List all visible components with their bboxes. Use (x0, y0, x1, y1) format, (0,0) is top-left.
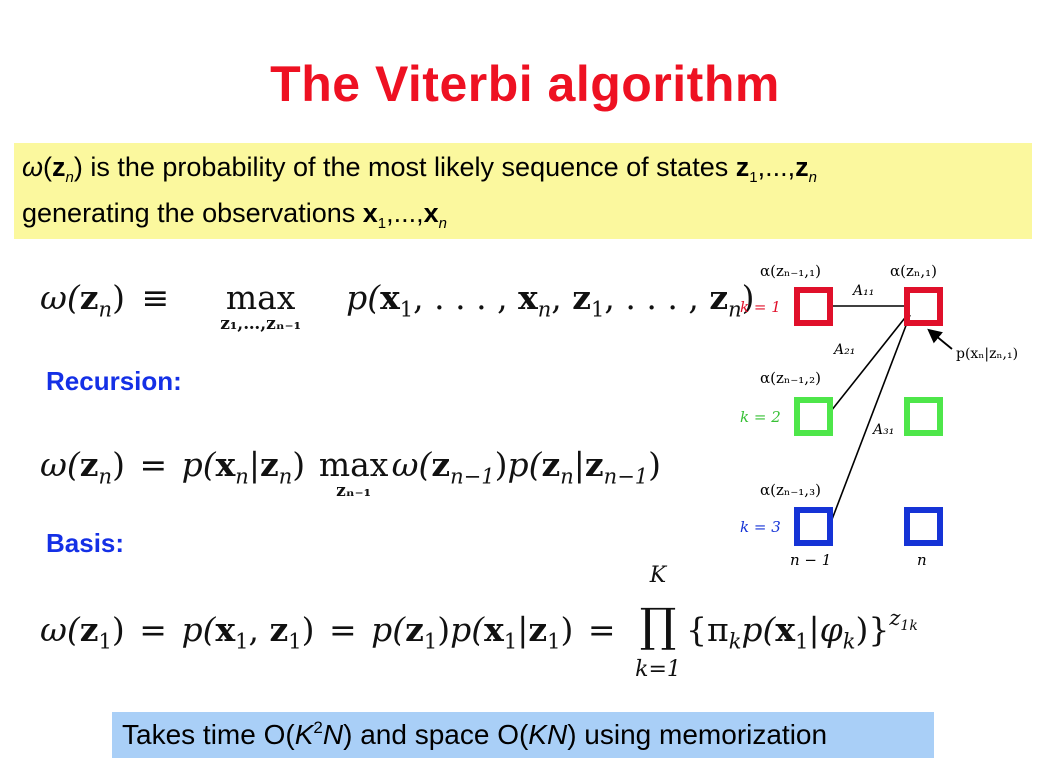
definition-box (14, 143, 1032, 239)
k3-label: k = 3 (740, 518, 781, 536)
definition-line-2: generating the observations x1,...,xn (22, 198, 447, 232)
column-n-minus-1-label: n − 1 (790, 551, 831, 569)
slide-title: The Viterbi algorithm (270, 56, 780, 112)
column-n-label: n (917, 551, 927, 569)
transition-a21-line (830, 313, 909, 412)
a31-label: A₃₁ (871, 422, 894, 438)
alpha-n-1-label: α(zₙ,₁) (890, 262, 937, 280)
a11-label: A₁₁ (851, 283, 874, 299)
node-n-k1 (904, 287, 943, 326)
node-n-k3 (904, 507, 943, 546)
alpha-n1-2-label: α(zₙ₋₁,₂) (760, 369, 821, 387)
k2-label: k = 2 (740, 408, 781, 426)
emission-arrow (927, 328, 953, 350)
k1-label: k = 1 (740, 298, 781, 316)
recursion-equation: ω(zn) = p(xn|zn) max zₙ₋₁ ω(zn−1)p(zn|zn… (40, 445, 662, 501)
a21-label: A₂₁ (832, 342, 855, 358)
definition-line-1: ω(zn) is the probability of the most lik… (22, 152, 817, 186)
complexity-note: Takes time O(K2N) and space O(KN) using … (112, 712, 934, 758)
basis-label: Basis: (46, 528, 125, 558)
alpha-n1-1-label: α(zₙ₋₁,₁) (760, 262, 821, 280)
transition-a31-line (830, 314, 911, 523)
trellis-diagram: α(zₙ₋₁,₁) α(zₙ,₁) α(zₙ₋₁,₂) α(zₙ₋₁,₃) k … (740, 262, 1018, 569)
node-n-k2 (904, 397, 943, 436)
basis-equation: ω(z1) = p(x1, z1) = p(z1)p(x1|z1) = K ∏ … (40, 563, 918, 682)
node-n1-k3 (794, 507, 833, 546)
node-n1-k1 (794, 287, 833, 326)
node-n1-k2 (794, 397, 833, 436)
alpha-n1-3-label: α(zₙ₋₁,₃) (760, 481, 821, 499)
definition-equation: ω(zn) ≡ max z₁,…,zₙ₋₁ p(x1, . . . , xn, … (40, 278, 755, 334)
emission-label: p(xₙ|zₙ,₁) (956, 346, 1018, 362)
recursion-label: Recursion: (46, 366, 182, 396)
